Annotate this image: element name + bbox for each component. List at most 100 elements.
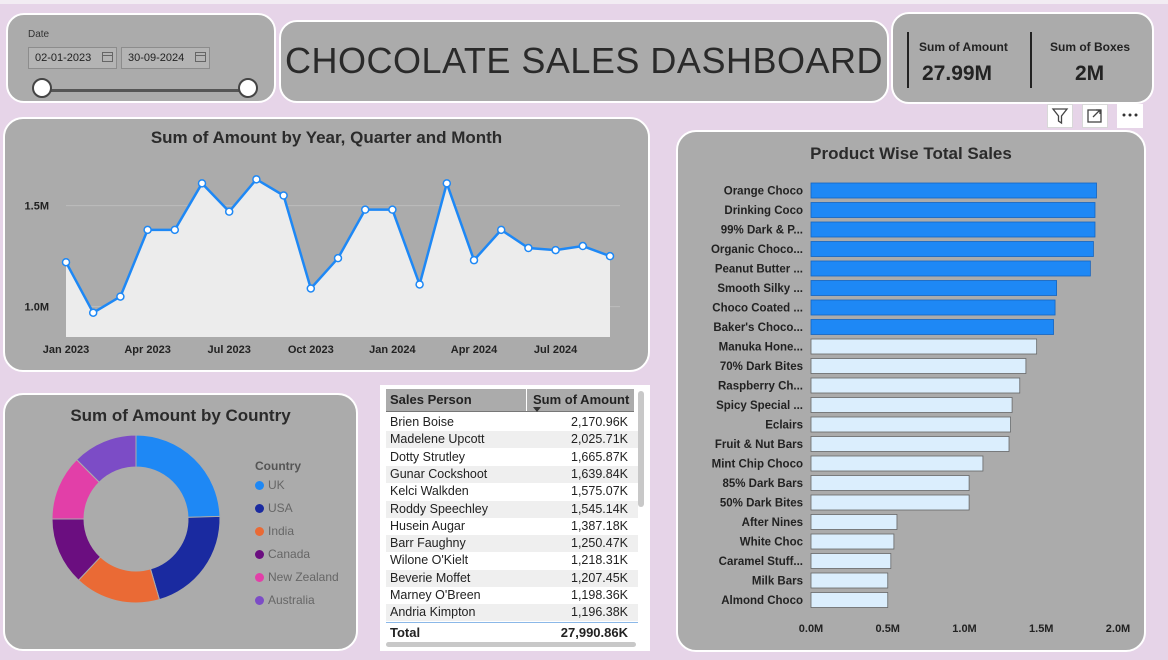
bar[interactable]	[810, 416, 1011, 433]
data-point[interactable]	[116, 292, 125, 301]
bar[interactable]	[810, 553, 892, 569]
data-point[interactable]	[143, 225, 152, 235]
table-row[interactable]: Andria Kimpton 1,196.38K	[386, 604, 638, 622]
legend-item[interactable]: Australia	[255, 593, 315, 607]
column-header-sum-of-amount[interactable]: Sum of Amount	[533, 392, 630, 407]
bar[interactable]	[810, 338, 1038, 355]
table-row[interactable]: Marney O'Breen 1,198.36K	[386, 587, 638, 604]
table-row[interactable]: Brien Boise 2,170.96K	[386, 414, 638, 431]
x-tick-label: Jul 2024	[534, 344, 578, 356]
legend-marker	[255, 573, 264, 582]
table-row[interactable]: Beverie Moffet 1,207.45K	[386, 569, 638, 587]
start-date-input[interactable]: 02-01-2023	[28, 47, 117, 69]
slider-start-handle[interactable]	[32, 78, 52, 98]
bar[interactable]	[810, 202, 1096, 218]
legend-marker	[255, 527, 264, 536]
horizontal-scrollbar[interactable]	[386, 642, 636, 647]
data-point[interactable]	[252, 175, 261, 184]
bar[interactable]	[810, 436, 1010, 452]
data-point[interactable]	[496, 225, 506, 235]
data-point[interactable]	[578, 241, 588, 251]
bar[interactable]	[810, 514, 898, 530]
bar[interactable]	[810, 260, 1091, 277]
sales-amount-value: 1,218.31K	[571, 553, 628, 568]
donut-slice[interactable]	[135, 434, 221, 518]
data-point[interactable]	[170, 225, 180, 235]
slider-end-handle[interactable]	[238, 78, 258, 98]
legend-item[interactable]: USA	[255, 501, 293, 515]
bar[interactable]	[810, 377, 1021, 394]
filter-button[interactable]	[1047, 104, 1073, 128]
focus-mode-button[interactable]	[1082, 104, 1108, 128]
bar-category-label: Orange Choco	[724, 186, 803, 198]
sales-amount-value: 1,198.36K	[571, 588, 628, 602]
bar-category-label: Spicy Special ...	[716, 400, 803, 412]
bar-category-label: Drinking Coco	[724, 205, 803, 217]
data-point[interactable]	[306, 284, 316, 293]
bar-chart[interactable]: 0.0M 0.5M 1.0M 1.5M 2.0M Orange Choco Drinking…	[678, 132, 1144, 650]
table-row[interactable]: Wilone O'Kielt 1,218.31K	[386, 552, 638, 570]
data-point[interactable]	[61, 257, 71, 267]
date-range-slider-track[interactable]	[42, 89, 248, 92]
legend-item[interactable]: New Zealand	[255, 570, 339, 584]
calendar-icon[interactable]	[102, 52, 113, 62]
data-point[interactable]	[605, 251, 615, 261]
calendar-icon[interactable]	[195, 52, 206, 62]
legend-label: UK	[268, 478, 285, 492]
bar[interactable]	[810, 592, 889, 608]
table-row[interactable]: Kelci Walkden 1,575.07K	[386, 483, 638, 501]
bar[interactable]	[810, 397, 1013, 413]
bar[interactable]	[810, 572, 889, 589]
end-date-input[interactable]: 30-09-2024	[121, 47, 210, 69]
data-point[interactable]	[279, 191, 288, 200]
donut-slice[interactable]	[75, 434, 137, 483]
vertical-scrollbar[interactable]	[638, 391, 644, 507]
bar-category-label: After Nines	[742, 517, 803, 529]
data-point[interactable]	[88, 308, 98, 317]
data-point[interactable]	[224, 207, 234, 216]
bar[interactable]	[810, 182, 1097, 199]
bar[interactable]	[810, 358, 1027, 374]
table-row[interactable]: Gunar Cockshoot 1,639.84K	[386, 465, 638, 483]
bar[interactable]	[810, 280, 1058, 296]
line-chart[interactable]: 1.5M 1.0M Jan 2023 Apr 2023 Jul 2023 Oct 2023…	[5, 119, 648, 370]
bar[interactable]	[810, 533, 895, 550]
data-point[interactable]	[197, 179, 207, 188]
table-header: Sales Person Sum of Amount	[386, 389, 634, 412]
bar-category-label: 70% Dark Bites	[720, 361, 803, 373]
sales-amount-value: 1,387.18K	[571, 518, 628, 533]
legend-item[interactable]: UK	[255, 478, 285, 492]
data-point[interactable]	[333, 253, 343, 263]
bar[interactable]	[810, 319, 1054, 335]
data-point[interactable]	[469, 255, 479, 265]
legend-item[interactable]: Canada	[255, 547, 310, 561]
data-point[interactable]	[524, 243, 533, 253]
table-row[interactable]: Dotty Strutley 1,665.87K	[386, 448, 638, 466]
bar[interactable]	[810, 299, 1056, 316]
donut-chart[interactable]	[5, 395, 245, 645]
bar[interactable]	[810, 241, 1094, 257]
table-row[interactable]: Husein Augar 1,387.18K	[386, 517, 638, 535]
bar[interactable]	[810, 494, 970, 511]
bar[interactable]	[810, 475, 970, 491]
data-point[interactable]	[551, 245, 560, 255]
column-header-sales-person[interactable]: Sales Person	[390, 392, 472, 407]
data-point[interactable]	[415, 280, 424, 289]
donut-slice[interactable]	[149, 515, 221, 601]
data-point[interactable]	[388, 205, 397, 214]
data-point[interactable]	[360, 205, 370, 214]
bar[interactable]	[810, 455, 984, 472]
table-row[interactable]: Madelene Upcott 2,025.71K	[386, 431, 638, 449]
sort-descending-icon[interactable]	[532, 407, 542, 413]
table-row[interactable]: Barr Faughny 1,250.47K	[386, 535, 638, 553]
kpi-divider	[1030, 32, 1032, 88]
table-row[interactable]: Roddy Speechley 1,545.14K	[386, 500, 638, 518]
x-tick-label: 0.0M	[799, 623, 823, 635]
bar-category-label: Fruit & Nut Bars	[715, 439, 803, 451]
data-point[interactable]	[442, 179, 452, 188]
more-options-button[interactable]	[1117, 104, 1143, 128]
sales-person-name: Barr Faughny	[390, 536, 466, 551]
bar-category-label: Peanut Butter ...	[715, 264, 803, 276]
legend-item[interactable]: India	[255, 524, 294, 538]
bar[interactable]	[810, 221, 1096, 238]
